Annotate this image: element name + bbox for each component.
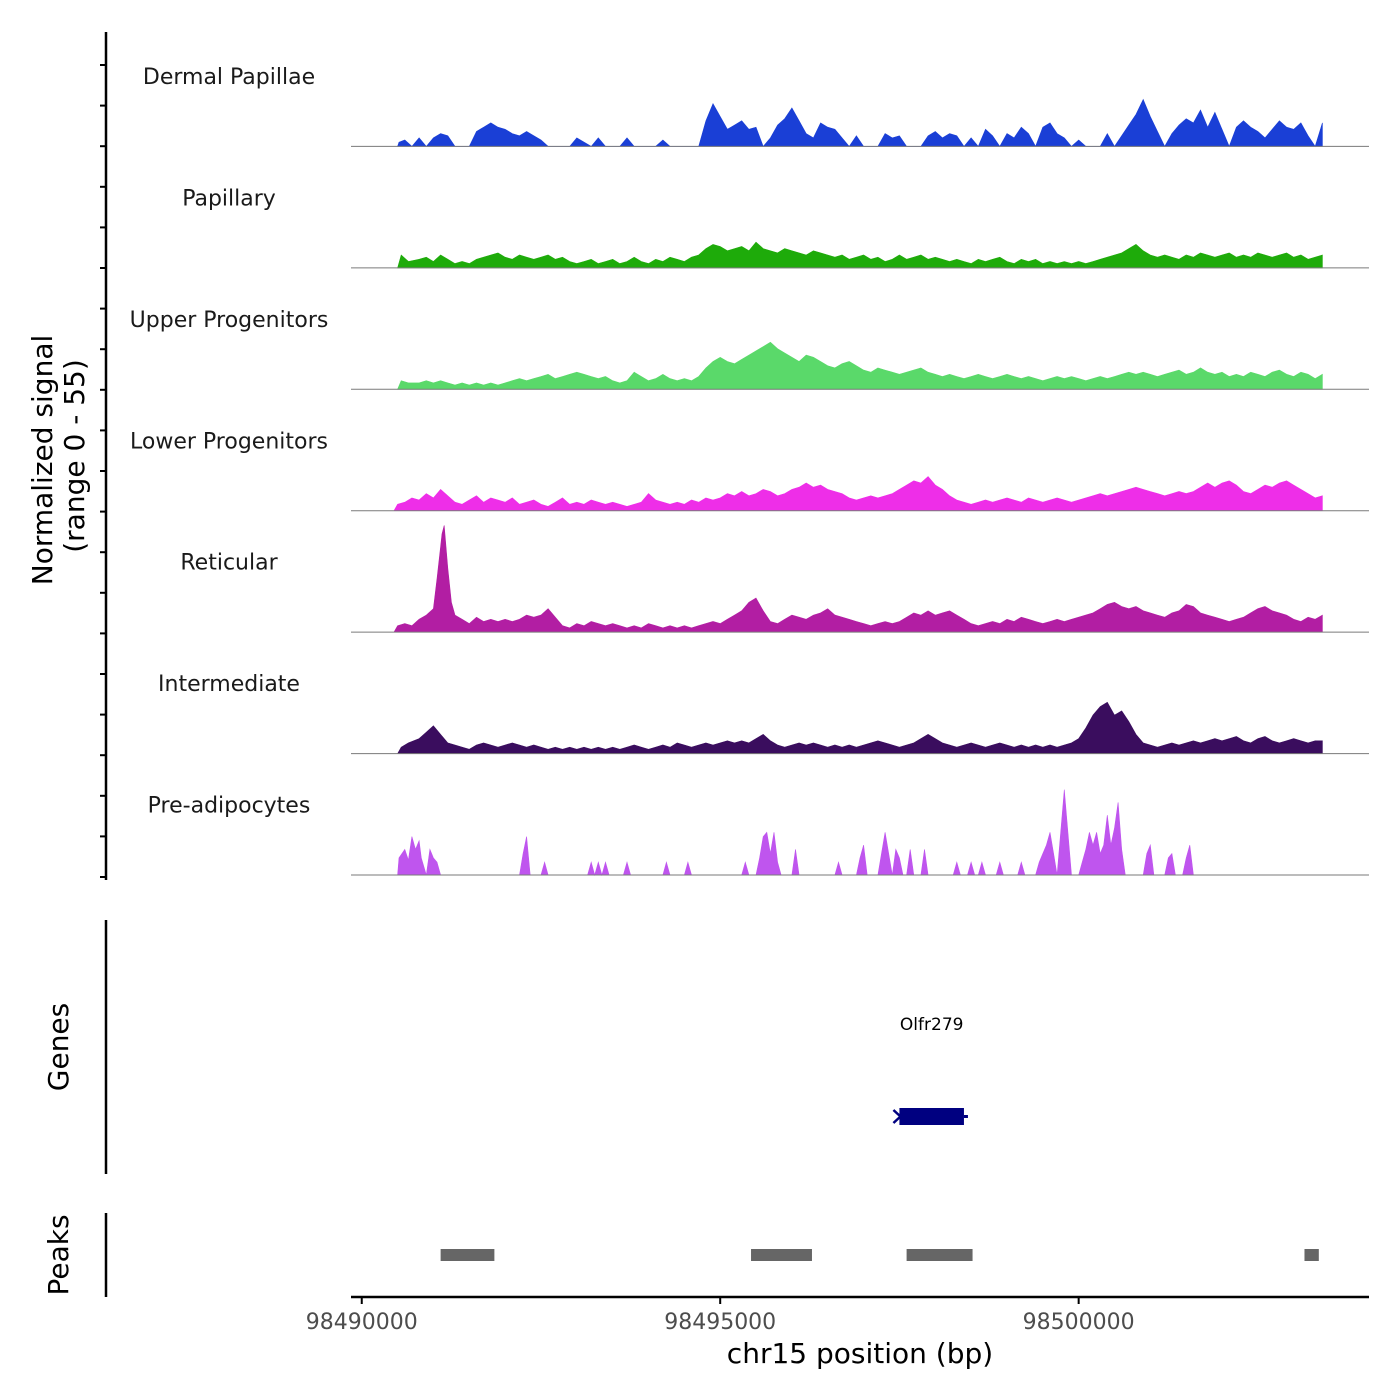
coverage-area bbox=[397, 241, 1323, 269]
track-reticular: Reticular bbox=[180, 525, 1369, 633]
track-intermediate: Intermediate bbox=[158, 672, 1369, 755]
track-label: Lower Progenitors bbox=[130, 429, 328, 454]
track-label: Reticular bbox=[180, 551, 278, 576]
x-tick-label: 98495000 bbox=[664, 1310, 776, 1335]
x-tick-label: 98500000 bbox=[1023, 1310, 1135, 1335]
signal-y-axis-ticks bbox=[100, 64, 106, 878]
peak bbox=[906, 1249, 973, 1261]
peak-regions bbox=[440, 1249, 1319, 1261]
track-label: Upper Progenitors bbox=[130, 308, 329, 333]
signal-y-axis-title: Normalized signal bbox=[26, 335, 59, 586]
peak bbox=[751, 1249, 812, 1261]
track-upper-progenitors: Upper Progenitors bbox=[130, 308, 1369, 390]
gene-label: Olfr279 bbox=[900, 1015, 964, 1035]
x-tick-label: 98490000 bbox=[306, 1310, 418, 1335]
track-label: Pre-adipocytes bbox=[148, 794, 311, 819]
track-pre-adipocytes: Pre-adipocytes bbox=[148, 789, 1369, 877]
gene-body bbox=[899, 1108, 964, 1125]
x-axis-title: chr15 position (bp) bbox=[727, 1337, 993, 1370]
coverage-area bbox=[393, 525, 1323, 633]
x-axis-ticks: 98490000 98495000 98500000 bbox=[306, 1297, 1135, 1335]
track-label: Dermal Papillae bbox=[143, 65, 315, 90]
peak bbox=[1304, 1249, 1319, 1261]
coverage-area bbox=[393, 476, 1323, 511]
peaks-y-axis-title: Peaks bbox=[42, 1214, 75, 1295]
track-label: Intermediate bbox=[158, 672, 300, 697]
gene-olfr279: Olfr279 bbox=[892, 1015, 968, 1125]
strand-arrow bbox=[892, 1109, 903, 1124]
signal-y-axis-range-label: (range 0 - 55) bbox=[58, 359, 91, 553]
track-lower-progenitors: Lower Progenitors bbox=[130, 429, 1369, 512]
coverage-area bbox=[397, 341, 1323, 390]
gene-annotations: Olfr279 bbox=[892, 1015, 968, 1125]
genes-y-axis-title: Genes bbox=[42, 1003, 75, 1091]
track-papillary: Papillary bbox=[182, 186, 1369, 269]
peak bbox=[440, 1249, 495, 1261]
track-dermal-papillae: Dermal Papillae bbox=[143, 65, 1369, 148]
coverage-area bbox=[397, 701, 1323, 754]
coverage-area bbox=[397, 789, 1194, 877]
track-label: Papillary bbox=[182, 186, 276, 211]
coverage-area bbox=[397, 98, 1323, 148]
coverage-tracks: Dermal Papillae Papillary Upper Progenitor… bbox=[130, 65, 1369, 877]
